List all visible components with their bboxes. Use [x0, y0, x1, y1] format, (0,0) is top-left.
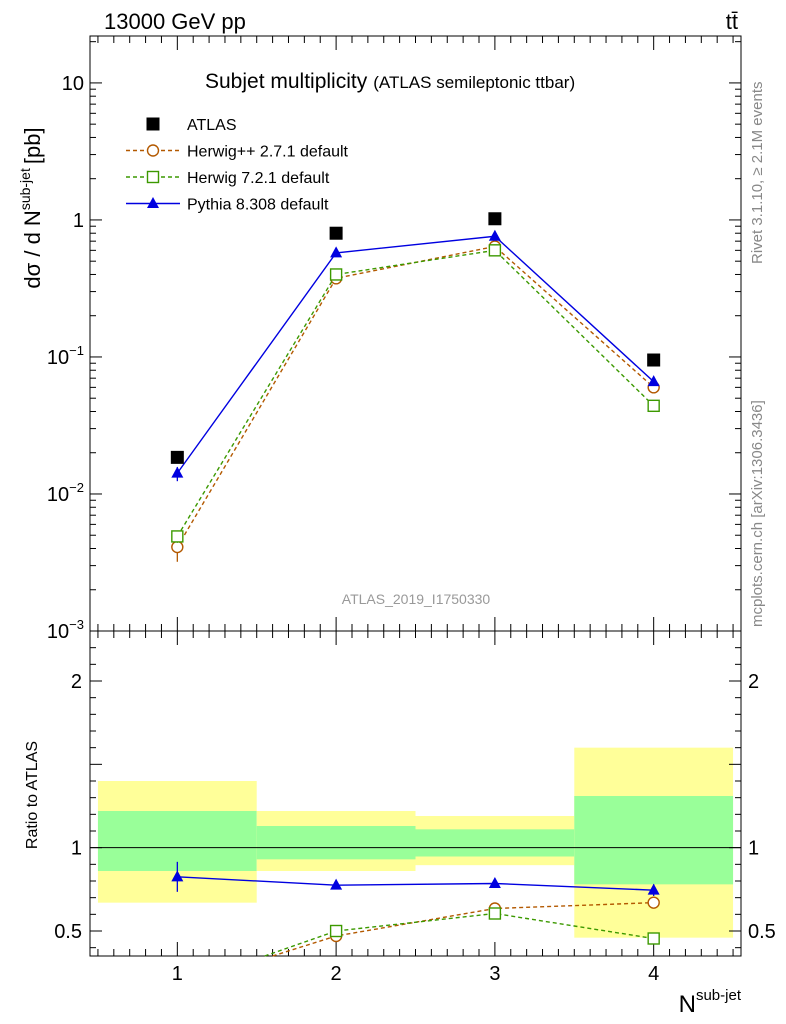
main-y-label-text: dσ / d N — [20, 210, 45, 288]
band-green-0 — [97, 811, 257, 871]
ratio-y-tick-label-right: 0.5 — [748, 921, 776, 943]
main-point-2 — [647, 399, 660, 413]
main-point-3 — [488, 229, 501, 241]
ratio-y-tick-label-right: 1 — [748, 838, 759, 860]
main-y-tick-label: 1 — [73, 210, 84, 232]
band-green-3 — [574, 796, 734, 885]
ratio-point-2 — [647, 883, 660, 895]
main-y-tick-label: 10−1 — [47, 343, 84, 369]
energy-label: 13000 GeV pp — [104, 9, 246, 34]
main-y-tick-label: 10−3 — [47, 617, 84, 643]
main-y-label-sup: sub-jet — [17, 168, 33, 210]
ratio-line-2 — [177, 876, 654, 891]
legend-label-1: Herwig++ 2.7.1 default — [187, 144, 349, 161]
main-y-tick-label-exp: −2 — [69, 480, 84, 495]
main-y-tick-label-base: 10 — [47, 621, 69, 643]
main-line-2 — [176, 249, 655, 537]
ratio-point-2 — [330, 878, 343, 890]
main-point-3 — [330, 246, 343, 258]
chart-title-main: Subjet multiplicity — [205, 70, 368, 93]
main-y-tick-label-base: 10 — [62, 73, 84, 95]
process-label: tt̄ — [726, 9, 738, 34]
x-axis-label-main: N — [679, 991, 696, 1018]
ratio-y-label: Ratio to ATLAS — [24, 741, 41, 849]
main-y-tick-label-exp: −1 — [69, 343, 84, 358]
legend-label-2: Herwig 7.2.1 default — [187, 170, 330, 187]
legend-label-0: ATLAS — [187, 117, 237, 134]
x-tick-label: 3 — [489, 963, 500, 985]
ratio-y-tick-label-right: 2 — [748, 671, 759, 693]
analysis-label: ATLAS_2019_I1750330 — [342, 591, 491, 607]
legend-marker-0 — [146, 117, 160, 131]
band-green-2 — [415, 829, 575, 857]
main-point-0 — [647, 353, 661, 367]
ratio-data-series — [171, 861, 660, 957]
x-axis-ticks: 1 2 3 4 — [97, 36, 734, 985]
main-y-tick-label-base: 1 — [73, 210, 84, 232]
main-line-1 — [176, 245, 655, 548]
ratio-y-tick-label-left: 2 — [71, 671, 82, 693]
x-axis-label-sup: sub-jet — [696, 987, 742, 1004]
main-y-tick-label-base: 10 — [47, 484, 69, 506]
x-tick-label: 4 — [648, 963, 659, 985]
main-y-tick-label: 10−2 — [47, 480, 84, 506]
legend-label-3: Pythia 8.308 default — [187, 197, 329, 214]
main-y-tick-label-base: 10 — [47, 347, 69, 369]
ratio-line-1 — [264, 912, 654, 957]
main-point-0 — [488, 212, 502, 226]
main-point-0 — [170, 450, 184, 464]
band-green-1 — [256, 826, 416, 860]
ratio-point-1 — [488, 907, 502, 920]
ratio-point-0 — [647, 896, 660, 909]
main-data-series — [170, 212, 661, 562]
chart-subtitle: (ATLAS semileptonic ttbar) — [373, 73, 575, 92]
main-point-3 — [171, 466, 184, 478]
chart-title: Subjet multiplicity (ATLAS semileptonic t… — [205, 70, 575, 93]
main-point-2 — [488, 244, 502, 257]
legend-marker-3 — [147, 197, 159, 208]
main-line-3 — [176, 235, 655, 474]
legend: ATLAS Herwig++ 2.7.1 default Herwig 7.2.1 … — [126, 117, 349, 214]
main-y-tick-label-exp: −3 — [69, 617, 84, 632]
main-y-tick-label: 10 — [62, 73, 84, 95]
ratio-point-1 — [647, 932, 660, 945]
ratio-y-axis: 0.5 0.5 1 1 2 2 — [54, 630, 776, 949]
main-point-3 — [647, 375, 660, 387]
main-point-0 — [329, 226, 343, 240]
main-point-2 — [171, 530, 184, 543]
main-y-label: dσ / d Nsub-jet [pb] — [17, 127, 45, 288]
ratio-point-2 — [171, 870, 184, 882]
ratio-y-tick-label-left: 1 — [71, 838, 82, 860]
x-tick-label: 1 — [172, 963, 183, 985]
main-point-1 — [171, 540, 184, 554]
main-y-label-unit: [pb] — [20, 127, 45, 164]
ratio-point-2 — [488, 877, 501, 888]
x-axis-label: Nsub-jet — [679, 987, 742, 1018]
main-point-2 — [329, 268, 343, 281]
rivet-version-label: Rivet 3.1.10, ≥ 2.1M events — [749, 82, 766, 265]
x-tick-label: 2 — [331, 963, 342, 985]
ratio-point-1 — [329, 924, 343, 938]
legend-marker-2 — [146, 170, 160, 184]
ratio-uncertainty-bands — [97, 747, 734, 938]
legend-marker-1 — [146, 144, 160, 157]
ratio-y-tick-label-left: 0.5 — [54, 921, 82, 943]
mcplots-label: mcplots.cern.ch [arXiv:1306.3436] — [749, 400, 766, 627]
